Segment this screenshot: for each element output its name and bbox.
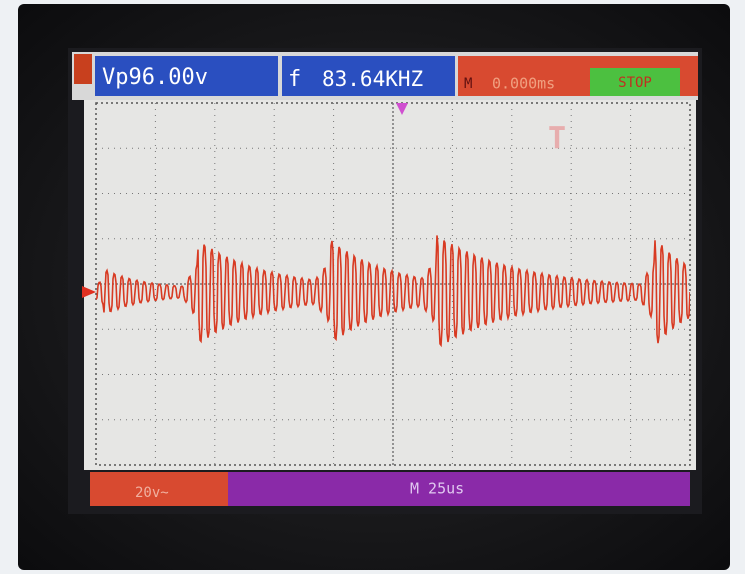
peak-box bbox=[95, 56, 278, 96]
stop-box bbox=[590, 68, 680, 96]
frequency-label: f bbox=[288, 67, 301, 92]
waveform bbox=[96, 235, 690, 348]
peak-voltage: Vp96.00v bbox=[102, 65, 208, 90]
volts-per-div: 20v~ bbox=[135, 485, 169, 501]
time-base: M 25us bbox=[410, 480, 464, 498]
timebase-box bbox=[228, 472, 690, 506]
trigger-glyph: T bbox=[548, 122, 566, 157]
trigger-marker bbox=[396, 103, 408, 115]
mode-label: M bbox=[464, 76, 472, 92]
run-state: STOP bbox=[618, 75, 652, 91]
level-marker bbox=[82, 286, 96, 298]
freq-box bbox=[282, 56, 455, 96]
volts-box bbox=[90, 472, 228, 506]
frequency: 83.64KHZ bbox=[322, 67, 423, 91]
time-offset: 0.000ms bbox=[492, 75, 555, 93]
battery-icon bbox=[74, 54, 92, 84]
